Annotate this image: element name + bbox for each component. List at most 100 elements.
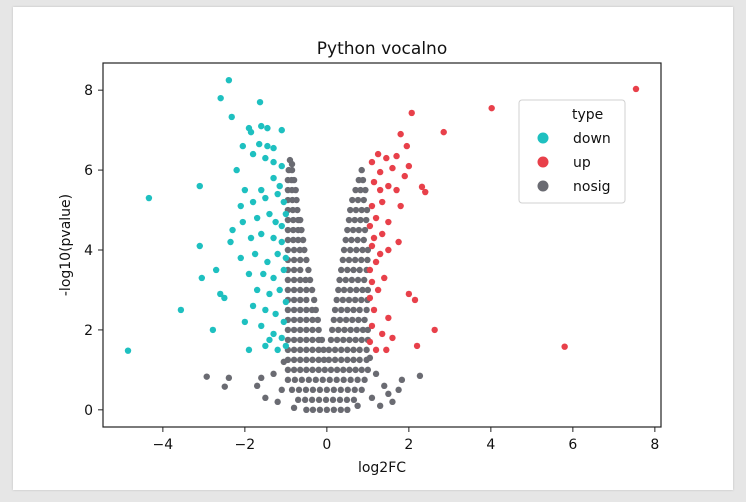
nosig-point: [270, 370, 277, 378]
nosig-point: [360, 196, 367, 204]
nosig-point: [338, 356, 345, 364]
nosig-point: [338, 306, 345, 314]
nosig-point: [298, 376, 306, 384]
nosig-point: [288, 386, 296, 394]
nosig-point: [330, 406, 338, 414]
nosig-point: [290, 366, 298, 374]
nosig-point: [297, 286, 304, 294]
nosig-point: [351, 386, 358, 394]
nosig-point: [290, 236, 297, 244]
up-point: [395, 238, 402, 246]
nosig-point: [358, 166, 365, 174]
nosig-point: [358, 366, 365, 374]
nosig-point: [335, 326, 342, 334]
down-point: [251, 250, 259, 258]
nosig-point: [303, 336, 310, 344]
nosig-point: [354, 276, 362, 284]
nosig-point: [358, 256, 365, 264]
nosig-point: [331, 356, 339, 364]
down-point: [266, 210, 273, 218]
legend-title: type: [572, 107, 603, 123]
nosig-point: [326, 376, 333, 384]
nosig-point: [319, 376, 326, 384]
down-point: [272, 310, 279, 318]
nosig-point: [290, 326, 298, 334]
nosig-point: [368, 394, 376, 402]
nosig-point: [308, 286, 316, 294]
nosig-point: [350, 356, 357, 364]
y-tick-label: 0: [84, 403, 93, 419]
down-point: [217, 290, 224, 298]
nosig-point: [340, 336, 347, 344]
up-point: [385, 182, 392, 190]
nosig-point: [290, 246, 298, 254]
nosig-point: [351, 256, 359, 264]
up-point: [405, 162, 413, 170]
nosig-point: [330, 386, 338, 394]
nosig-point: [345, 216, 353, 224]
down-point: [258, 186, 265, 194]
down-point: [249, 302, 257, 310]
down-point: [256, 98, 264, 106]
plot-frame: [102, 62, 662, 428]
down-point: [258, 230, 265, 238]
nosig-point: [340, 286, 348, 294]
down-point: [196, 182, 203, 190]
nosig-point: [346, 336, 353, 344]
nosig-point: [416, 372, 424, 380]
nosig-point: [316, 406, 324, 414]
nosig-point: [309, 366, 316, 374]
down-point: [272, 218, 279, 226]
nosig-point: [312, 306, 319, 314]
up-point: [368, 322, 376, 330]
nosig-point: [290, 316, 298, 324]
up-point: [385, 218, 392, 226]
nosig-point: [302, 276, 309, 284]
down-point: [225, 76, 233, 84]
nosig-point: [336, 396, 344, 404]
chart-title: Python vocalno: [317, 39, 447, 59]
nosig-point: [290, 296, 298, 304]
series-up: [366, 85, 640, 354]
down-point: [276, 286, 283, 294]
down-point: [256, 140, 263, 148]
nosig-point: [294, 206, 301, 214]
nosig-point: [372, 370, 380, 378]
nosig-point: [280, 358, 288, 366]
up-point: [376, 186, 384, 194]
nosig-point: [309, 346, 316, 354]
up-point: [379, 230, 386, 238]
nosig-point: [316, 386, 324, 394]
nosig-point: [305, 266, 312, 274]
nosig-point: [348, 236, 355, 244]
nosig-point: [351, 216, 358, 224]
down-point: [212, 266, 220, 274]
down-point: [270, 234, 277, 242]
down-point: [177, 306, 185, 314]
nosig-point: [352, 186, 359, 194]
down-point: [262, 306, 269, 314]
nosig-point: [344, 406, 351, 414]
down-point: [266, 336, 273, 344]
nosig-point: [333, 296, 340, 304]
nosig-point: [297, 326, 304, 334]
nosig-point: [331, 306, 339, 314]
nosig-point: [357, 186, 364, 194]
down-point: [145, 194, 153, 202]
nosig-point: [320, 356, 328, 364]
up-point: [632, 85, 640, 93]
nosig-point: [297, 276, 304, 284]
nosig-point: [345, 296, 353, 304]
nosig-point: [350, 306, 357, 314]
down-point: [274, 346, 281, 354]
down-point: [270, 174, 277, 182]
down-point: [270, 330, 277, 338]
nosig-point: [358, 296, 365, 304]
up-point: [405, 290, 413, 298]
nosig-point: [362, 186, 369, 194]
nosig-point: [320, 346, 327, 354]
up-point: [385, 314, 392, 322]
nosig-point: [344, 226, 351, 234]
up-point: [385, 246, 392, 254]
nosig-point: [389, 398, 396, 406]
